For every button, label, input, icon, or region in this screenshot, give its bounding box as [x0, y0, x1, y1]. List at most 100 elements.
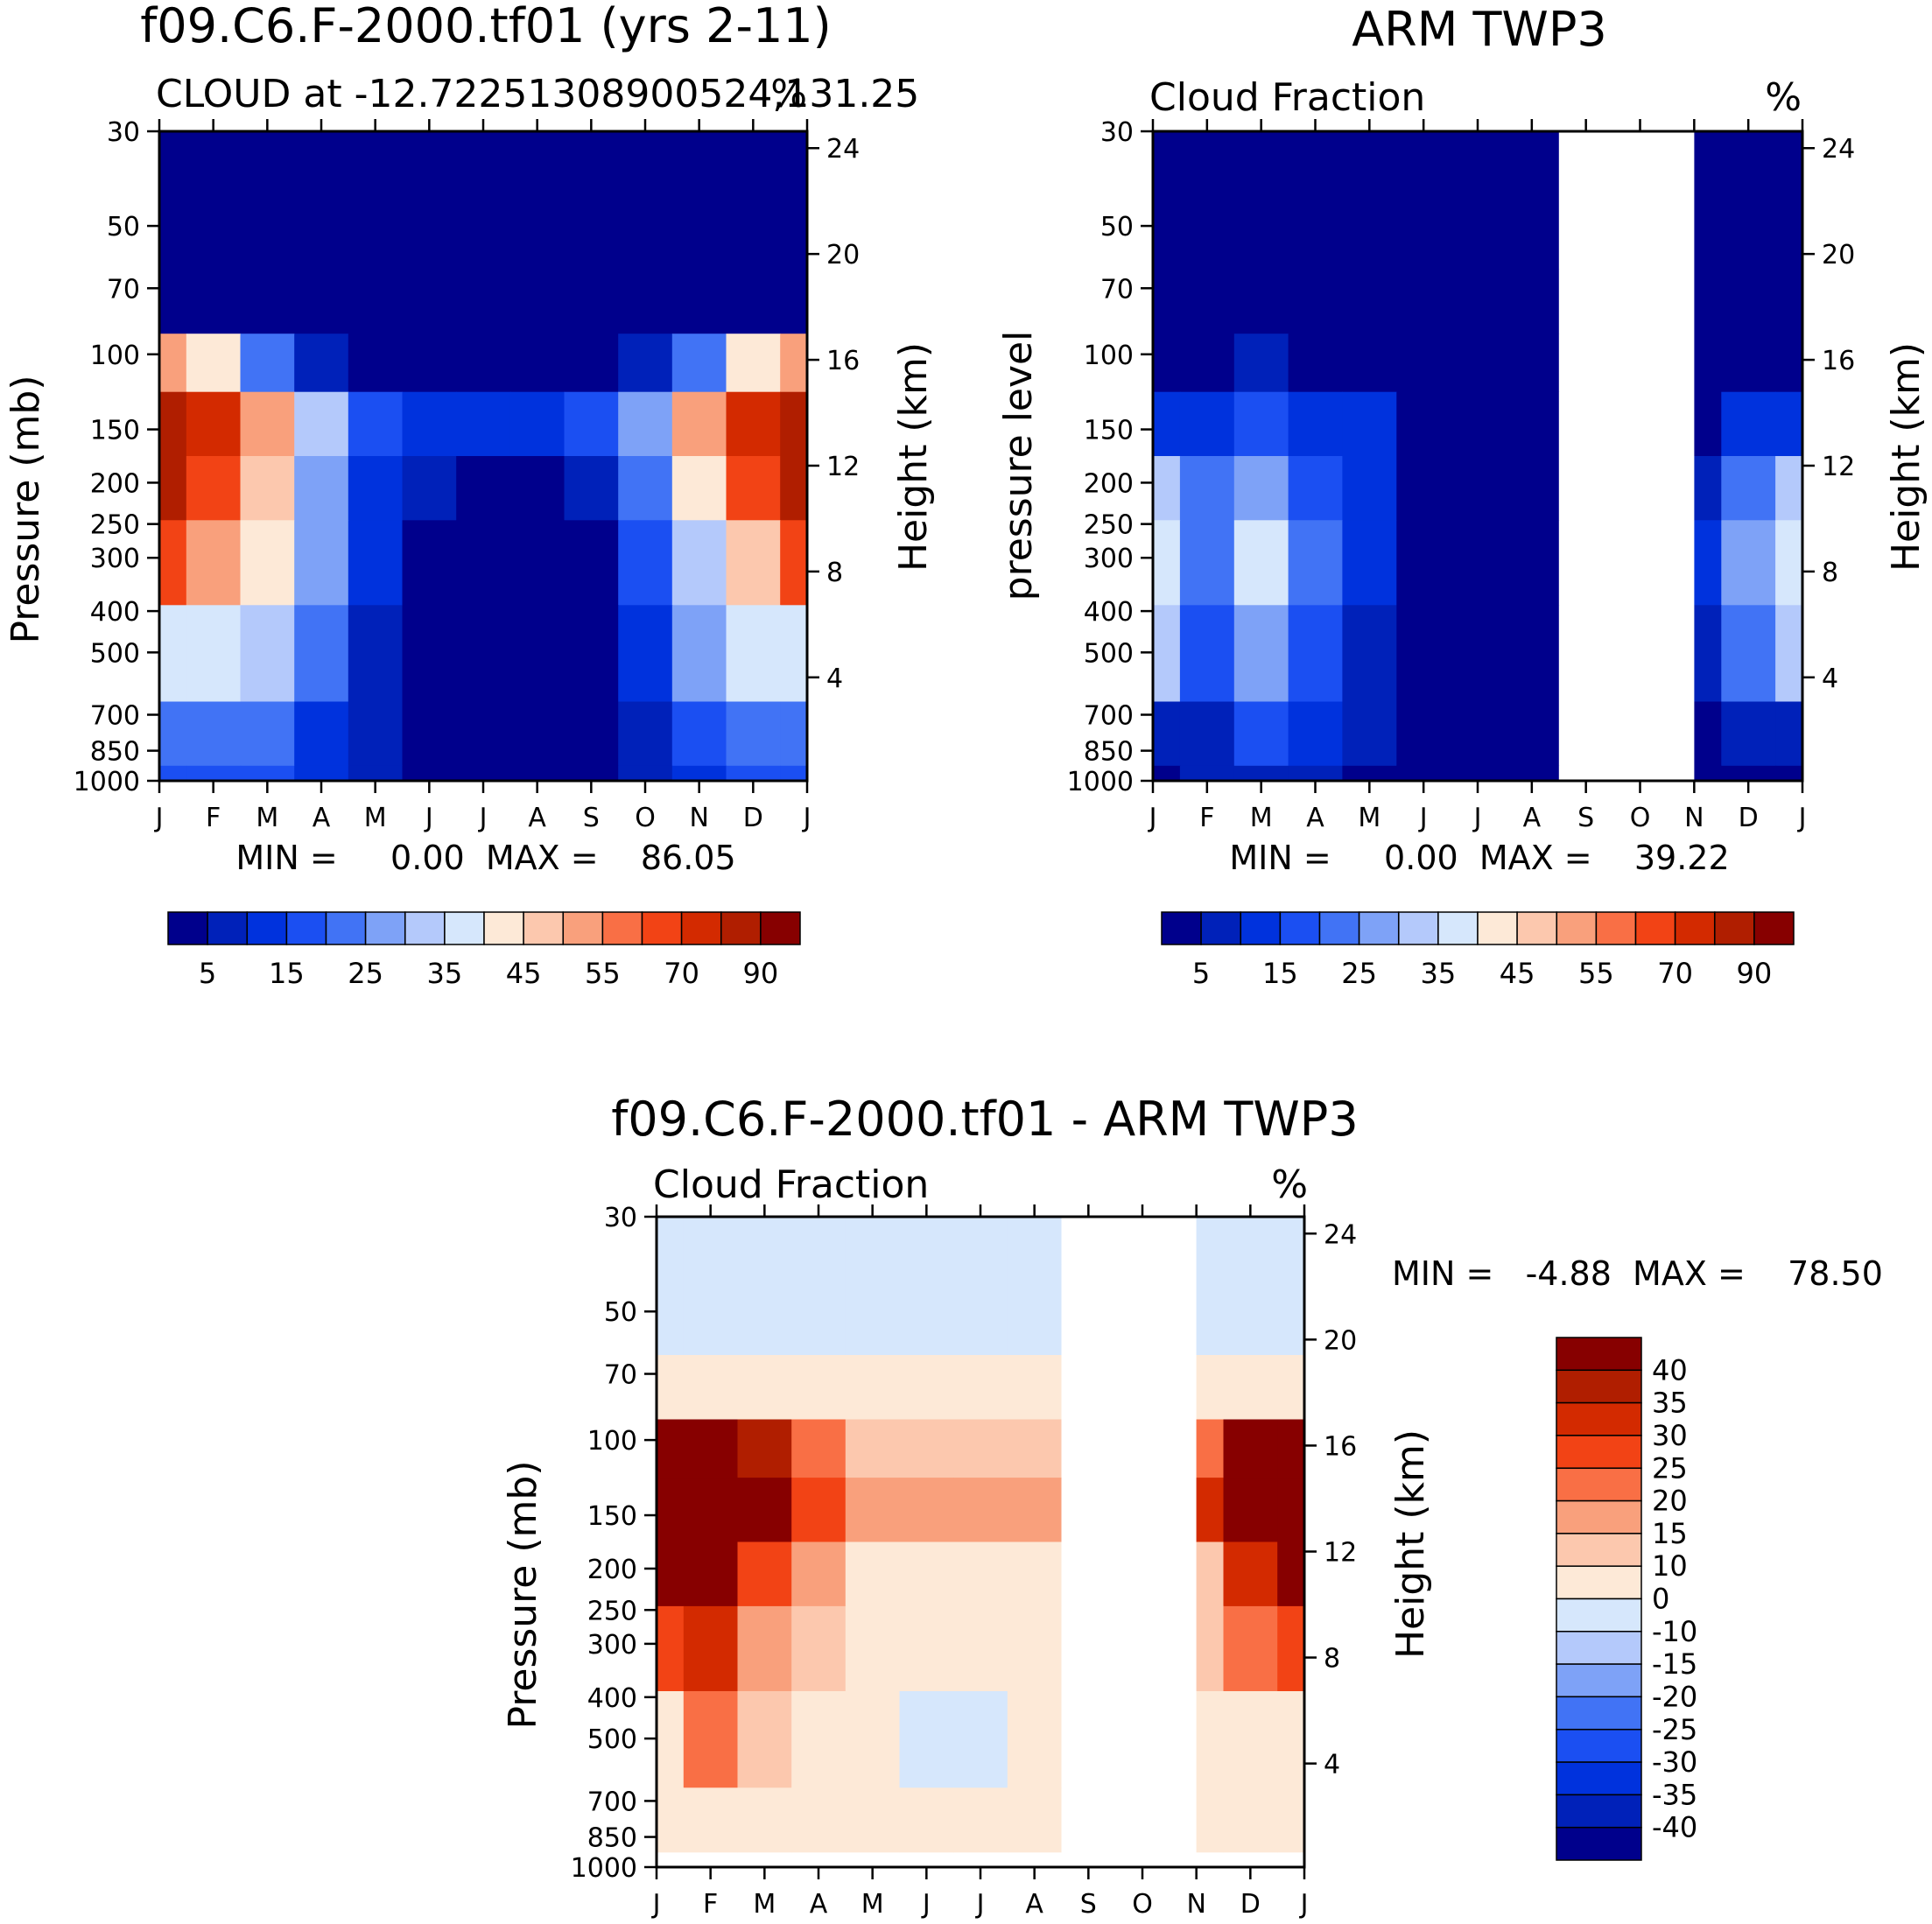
heatmap-cell — [1396, 520, 1451, 606]
y-tick-label: 300 — [90, 544, 140, 574]
heatmap-cell — [737, 1691, 792, 1788]
colorbar-box — [680, 911, 722, 945]
colorbar-label: 30 — [1652, 1419, 1688, 1452]
heatmap-cell — [186, 391, 242, 457]
y-tick-label: 200 — [90, 468, 140, 499]
y-tick-label: 700 — [90, 701, 140, 732]
heatmap-cell — [456, 520, 511, 606]
missing-data-band — [1088, 1217, 1197, 1867]
heatmap-cell — [953, 1217, 1008, 1265]
heatmap-cell — [294, 391, 349, 457]
colorbar-box — [1358, 911, 1400, 945]
height-tick-label: 8 — [826, 558, 843, 588]
colorbar-label: 35 — [427, 957, 463, 990]
heatmap-cell — [1721, 520, 1776, 606]
heatmap-cell — [456, 391, 511, 457]
heatmap-cell — [402, 701, 457, 767]
heatmap-cell — [1504, 269, 1560, 334]
difference-panel-stats: MIN = -4.88 MAX = 78.50 — [1392, 1254, 1883, 1293]
heatmap-cell — [1721, 701, 1776, 767]
colorbar-box — [641, 911, 683, 945]
colorbar-box — [1556, 1565, 1642, 1600]
y-tick-label: 850 — [90, 737, 140, 768]
height-tick-label: 12 — [1324, 1537, 1357, 1568]
heatmap-cell — [780, 701, 808, 767]
x-tick-label: D — [1739, 803, 1759, 833]
colorbar-box — [1556, 1729, 1642, 1763]
heatmap-cell — [1775, 456, 1803, 521]
heatmap-cell — [1721, 456, 1776, 521]
heatmap-cell — [294, 269, 349, 334]
heatmap-cell — [953, 1541, 1008, 1607]
heatmap-cell — [1396, 765, 1451, 782]
heatmap-cell — [899, 1217, 954, 1265]
heatmap-cell — [737, 1355, 792, 1420]
heatmap-cell — [186, 520, 242, 606]
heatmap-cell — [1179, 605, 1235, 703]
heatmap-cell — [1775, 391, 1803, 457]
heatmap-cell — [671, 131, 727, 270]
heatmap-cell — [1288, 334, 1343, 393]
heatmap-cell — [1007, 1217, 1063, 1265]
observed-panel-unit: % — [1765, 75, 1802, 120]
heatmap-cell — [1007, 1541, 1063, 1607]
heatmap-cell — [294, 334, 349, 393]
height-tick-label: 12 — [1822, 452, 1855, 482]
heatmap-cell — [1451, 701, 1506, 767]
heatmap-cell — [618, 391, 673, 457]
difference-panel-title: f09.C6.F-2000.tf01 - ARM TWP3 — [611, 1092, 1358, 1147]
heatmap-cell — [683, 1264, 739, 1356]
model-panel-stats: MIN = 0.00 MAX = 86.05 — [235, 839, 735, 877]
heatmap-cell — [1396, 334, 1451, 393]
heatmap-cell — [1223, 1691, 1278, 1788]
height-tick-label: 20 — [826, 240, 860, 270]
colorbar-box — [1279, 911, 1321, 945]
colorbar-box — [1556, 1533, 1642, 1567]
heatmap-cell — [294, 765, 349, 782]
colorbar-box — [1556, 911, 1598, 945]
height-tick-label: 24 — [1822, 134, 1855, 165]
heatmap-cell — [618, 334, 673, 393]
heatmap-cell — [737, 1605, 792, 1692]
heatmap-cell — [159, 605, 187, 703]
height-tick-label: 4 — [1822, 664, 1838, 694]
colorbar-label: 25 — [1341, 957, 1377, 990]
heatmap-cell — [1179, 701, 1235, 767]
colorbar-label: 35 — [1421, 957, 1457, 990]
y-tick-label: 250 — [587, 1596, 637, 1626]
heatmap-cell — [899, 1419, 954, 1478]
colorbar-box — [720, 911, 762, 945]
heatmap-cell — [791, 1478, 847, 1543]
heatmap-cell — [1775, 334, 1803, 393]
x-tick-label: J — [651, 1889, 661, 1920]
colorbar-box — [444, 911, 485, 945]
colorbar-label: 15 — [1262, 957, 1298, 990]
height-tick-label: 20 — [1324, 1325, 1357, 1356]
heatmap-cell — [791, 1217, 847, 1265]
heatmap-cell — [348, 520, 404, 606]
colorbar-label: 55 — [1578, 957, 1614, 990]
heatmap-cell — [1233, 391, 1289, 457]
heatmap-cell — [186, 605, 242, 703]
y-tick-label: 30 — [107, 117, 140, 148]
heatmap-cell — [657, 1605, 685, 1692]
x-tick-label: M — [1358, 803, 1381, 833]
heatmap-cell — [1223, 1419, 1278, 1478]
heatmap-cell — [159, 520, 187, 606]
x-tick-label: M — [1250, 803, 1273, 833]
heatmap-cell — [348, 131, 404, 270]
colorbar-label: 5 — [1192, 957, 1210, 990]
heatmap-cell — [1153, 456, 1181, 521]
heatmap-cell — [1007, 1355, 1063, 1420]
heatmap-cell — [1277, 1419, 1305, 1478]
heatmap-cell — [1277, 1787, 1305, 1853]
heatmap-cell — [845, 1605, 901, 1692]
heatmap-cell — [1504, 131, 1560, 270]
heatmap-cell — [564, 131, 619, 270]
heatmap-cell — [1396, 269, 1451, 334]
heatmap-cell — [618, 701, 673, 767]
heatmap-cell — [671, 456, 727, 521]
x-tick-label: S — [583, 803, 600, 833]
heatmap-cell — [1451, 520, 1506, 606]
y-tick-label: 300 — [1084, 544, 1134, 574]
